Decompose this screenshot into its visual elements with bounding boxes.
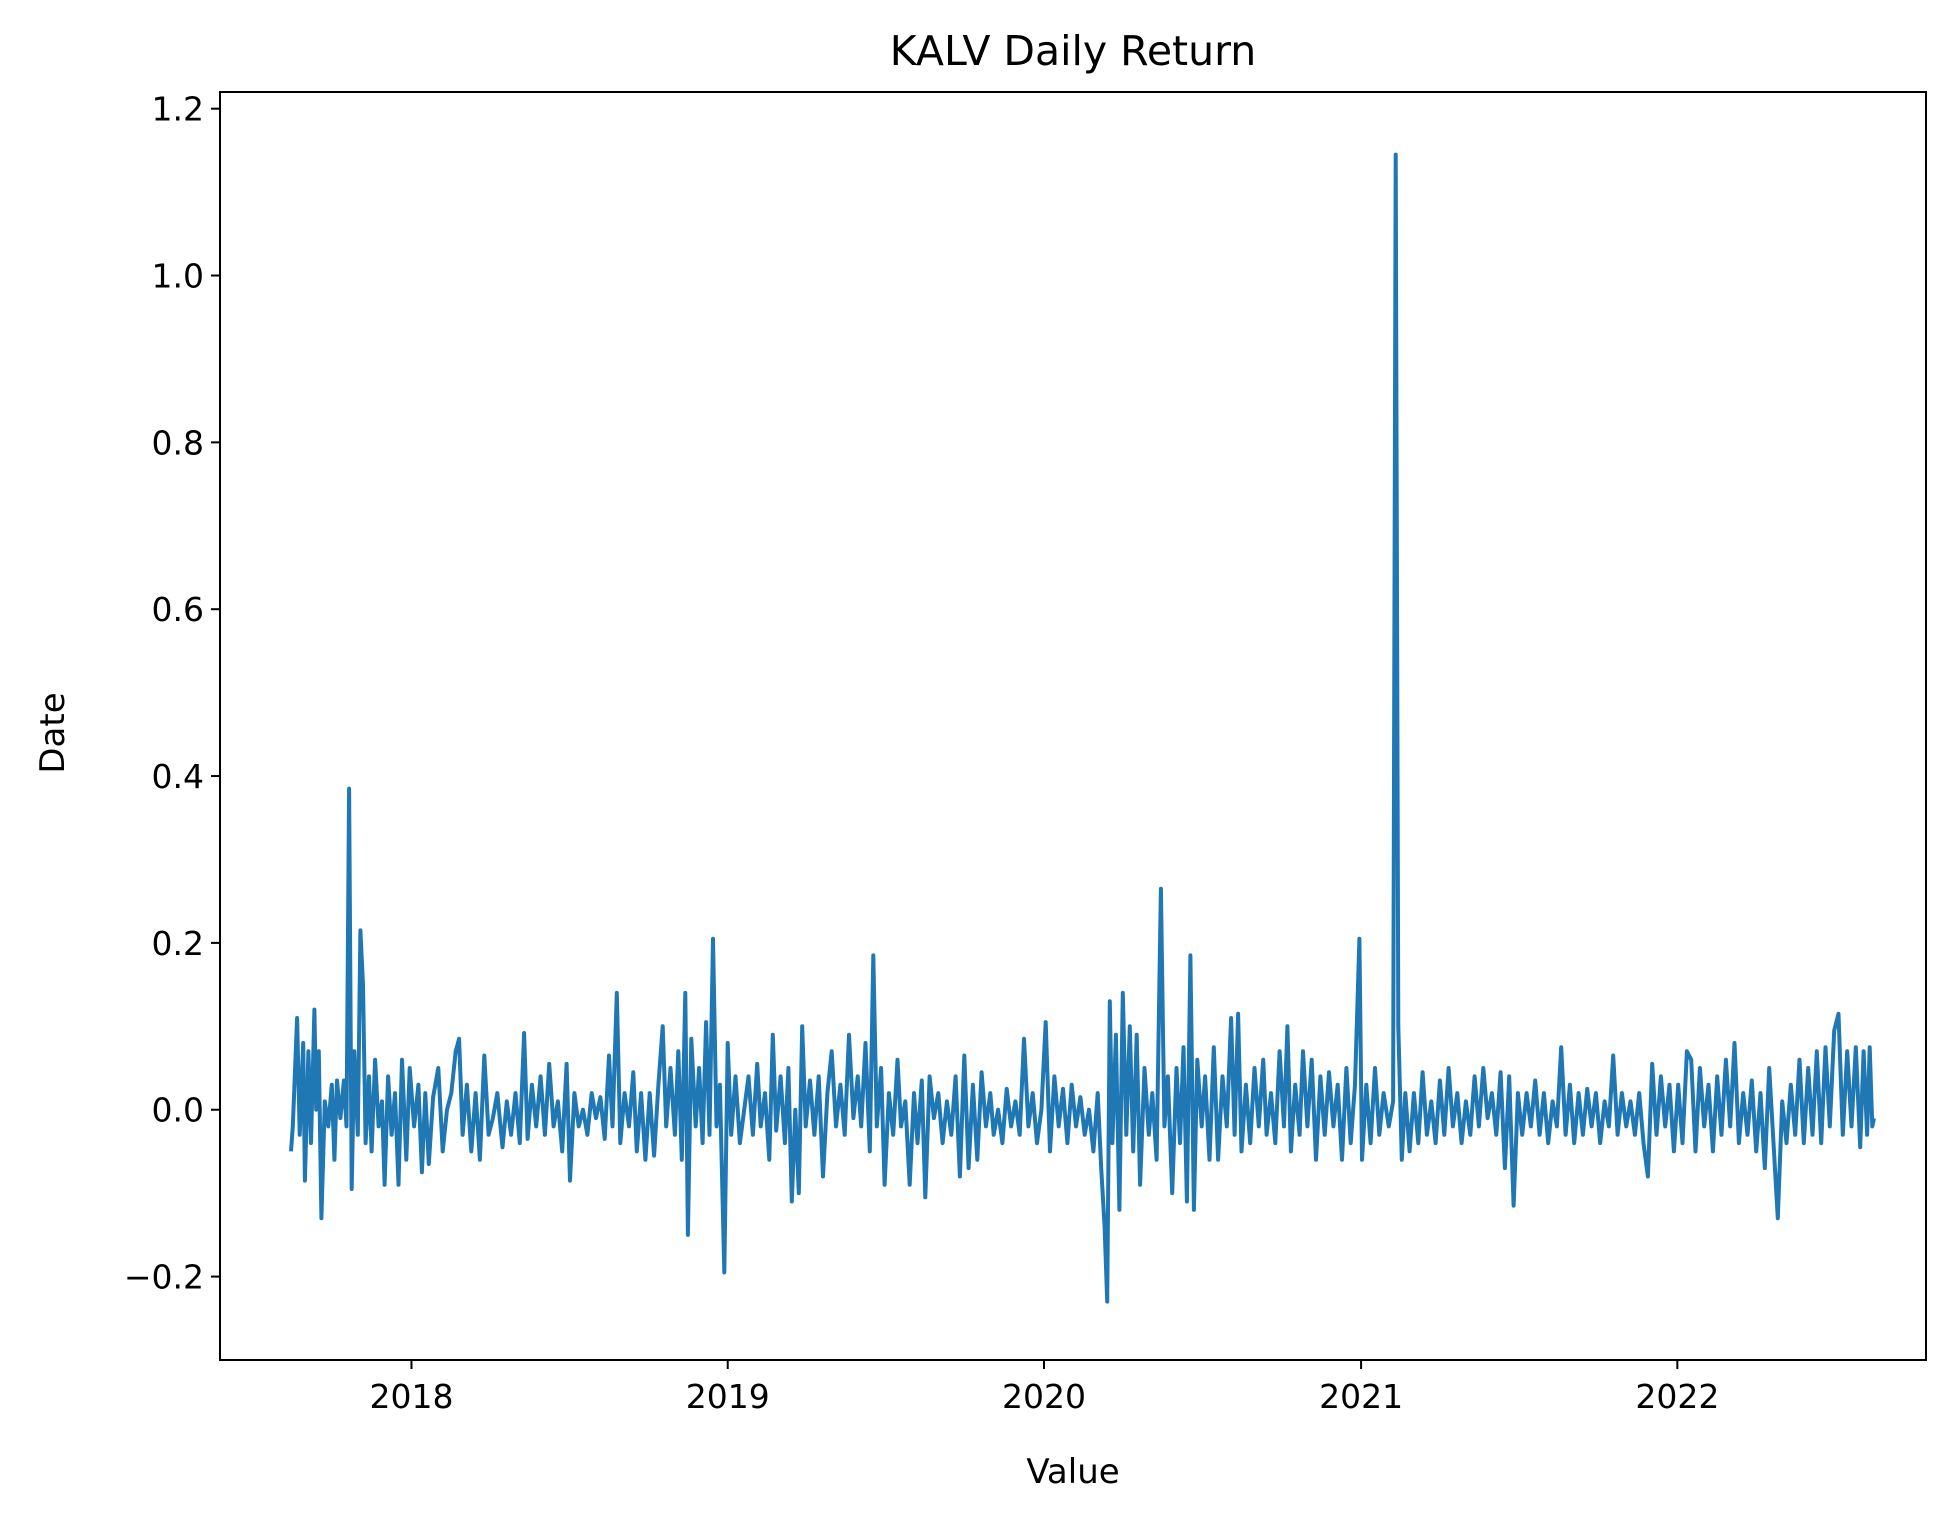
y-tick-label: 0.6 — [152, 590, 204, 629]
y-tick-label: 1.0 — [152, 257, 204, 296]
y-tick-label: 1.2 — [152, 90, 204, 129]
x-tick-label: 2022 — [1635, 1377, 1719, 1416]
y-tick-label: −0.2 — [124, 1258, 204, 1297]
y-tick-label: 0.4 — [152, 757, 204, 796]
x-tick-label: 2021 — [1319, 1377, 1403, 1416]
y-axis: −0.2 0.0 0.2 0.4 0.6 0.8 1.0 1.2 — [124, 90, 220, 1297]
y-axis-label: Date — [33, 692, 73, 773]
x-axis: 2018 2019 2020 2021 2022 — [369, 1360, 1719, 1416]
chart-title: KALV Daily Return — [890, 27, 1256, 75]
x-tick-label: 2020 — [1002, 1377, 1086, 1416]
y-tick-label: 0.2 — [152, 924, 204, 963]
x-axis-label: Value — [1026, 1452, 1119, 1492]
x-tick-label: 2018 — [369, 1377, 453, 1416]
y-tick-label: 0.0 — [152, 1091, 204, 1130]
y-tick-label: 0.8 — [152, 423, 204, 462]
x-tick-label: 2019 — [686, 1377, 770, 1416]
axes-frame — [219, 91, 1927, 1361]
series-line — [289, 152, 1876, 1304]
plot-area — [289, 152, 1876, 1304]
